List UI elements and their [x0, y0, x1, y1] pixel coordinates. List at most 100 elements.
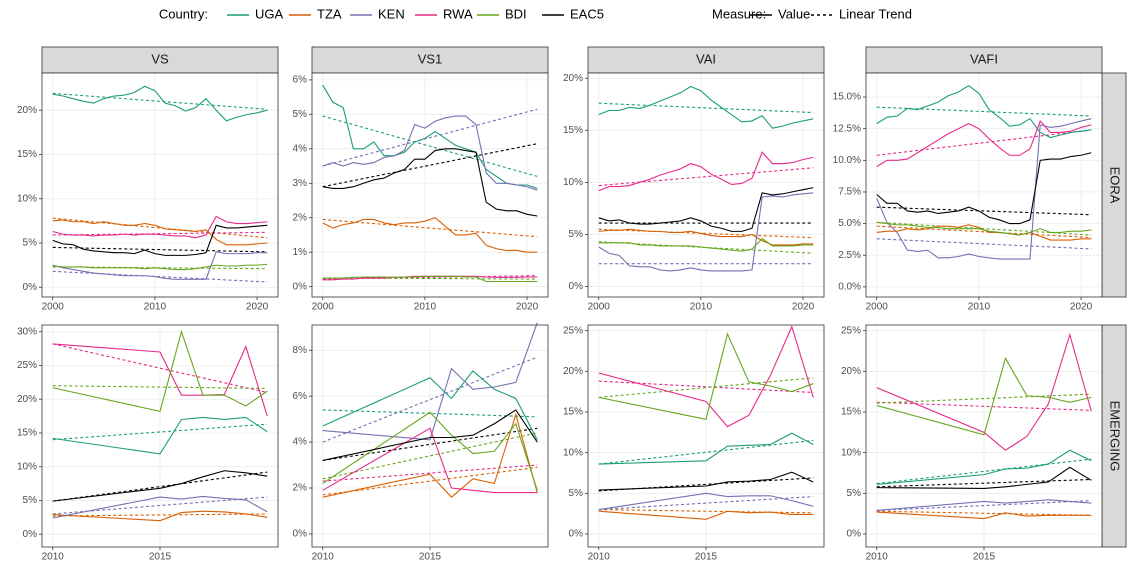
value-line	[322, 217, 538, 253]
value-line	[876, 511, 1092, 520]
y-tick-label: 25%	[17, 360, 37, 371]
x-tick-label: 2000	[42, 302, 65, 313]
value-line	[598, 510, 814, 520]
x-tick-label: 2010	[144, 302, 167, 313]
value-line	[52, 329, 268, 413]
trend-line	[876, 401, 1092, 411]
trend-line	[876, 500, 1092, 511]
panel-background	[312, 73, 548, 297]
trend-line	[876, 238, 1092, 250]
x-tick-label: 2020	[516, 302, 539, 313]
trend-line	[876, 206, 1092, 216]
trend-line	[598, 377, 814, 398]
value-line	[876, 356, 1092, 436]
y-tick-label: 20%	[563, 73, 583, 84]
trend-line	[52, 217, 268, 239]
panel-border	[311, 324, 549, 548]
y-tick-label: 0%	[569, 529, 584, 540]
panel-border	[587, 72, 825, 298]
x-tick-label: 2020	[1070, 302, 1093, 313]
trend-line	[322, 218, 538, 238]
value-line	[876, 221, 1092, 236]
strip-label: VS	[151, 51, 169, 66]
value-line	[322, 115, 538, 191]
y-tick-label: 12.5%	[833, 123, 861, 134]
y-tick-label: 20%	[17, 394, 37, 405]
legend-label: Linear Trend	[839, 6, 912, 21]
value-line	[52, 251, 268, 280]
trend-line	[598, 496, 814, 511]
value-line	[322, 411, 538, 491]
x-tick-label: 2015	[973, 552, 996, 563]
y-tick-label: 6%	[293, 75, 308, 86]
trend-line	[322, 464, 538, 482]
trend-line	[598, 167, 814, 187]
y-tick-label: 6%	[293, 391, 308, 402]
legend-label: TZA	[317, 6, 342, 21]
row-strip	[1101, 324, 1127, 548]
y-tick-label: 5%	[569, 229, 584, 240]
value-line	[598, 325, 814, 428]
y-tick-label: 4%	[293, 143, 308, 154]
value-line	[322, 322, 538, 441]
y-tick-label: 10%	[563, 177, 583, 188]
value-line	[52, 416, 268, 455]
y-tick-label: 0%	[847, 529, 862, 540]
y-tick-label: 0%	[23, 529, 38, 540]
y-tick-label: 15%	[17, 149, 37, 160]
trend-line	[876, 458, 1092, 485]
strip-label: VAI	[696, 51, 716, 66]
trend-line	[598, 102, 814, 114]
x-tick-label: 2000	[312, 302, 335, 313]
legend-label: RWA	[443, 6, 473, 21]
y-tick-label: 15%	[563, 407, 583, 418]
value-line	[322, 409, 538, 461]
value-line	[52, 510, 268, 522]
value-line	[598, 492, 814, 511]
value-line	[52, 224, 268, 256]
panel-border	[865, 324, 1103, 548]
y-tick-label: 5%	[569, 488, 584, 499]
value-line	[598, 471, 814, 491]
value-line	[876, 84, 1092, 139]
x-tick-label: 2000	[588, 302, 611, 313]
trend-line	[322, 108, 538, 167]
strip-label: EMERGING	[1108, 401, 1123, 472]
x-tick-label: 2000	[866, 302, 889, 313]
y-tick-label: 0%	[293, 529, 308, 540]
row-strip	[1101, 72, 1127, 298]
y-tick-label: 5%	[23, 238, 38, 249]
trend-line	[322, 143, 538, 188]
value-line	[876, 449, 1092, 485]
value-line	[598, 187, 814, 232]
y-tick-label: 7.5%	[838, 187, 861, 198]
strip-label: EORA	[1108, 167, 1123, 204]
y-tick-label: 0%	[293, 281, 308, 292]
y-tick-label: 5%	[847, 488, 862, 499]
trend-line	[52, 423, 268, 441]
y-tick-label: 25%	[563, 325, 583, 336]
legend-label: BDI	[505, 6, 527, 21]
y-tick-label: 30%	[17, 326, 37, 337]
panel-background	[866, 73, 1102, 297]
y-tick-label: 10%	[563, 447, 583, 458]
trend-line	[52, 246, 268, 253]
value-line	[52, 495, 268, 519]
legend-label: UGA	[255, 6, 284, 21]
legend-title: Measure:	[712, 6, 766, 21]
value-line	[52, 219, 268, 246]
trend-line	[52, 385, 268, 389]
value-line	[876, 466, 1092, 490]
x-tick-label: 2010	[42, 552, 65, 563]
value-line	[598, 432, 814, 465]
trend-line	[598, 439, 814, 465]
y-tick-label: 0.0%	[838, 282, 861, 293]
legend-label: KEN	[378, 6, 405, 21]
y-tick-label: 10.0%	[833, 155, 861, 166]
y-tick-label: 2.5%	[838, 250, 861, 261]
panel-border	[865, 72, 1103, 298]
y-tick-label: 15%	[17, 428, 37, 439]
value-line	[876, 332, 1092, 451]
trend-line	[876, 393, 1092, 404]
